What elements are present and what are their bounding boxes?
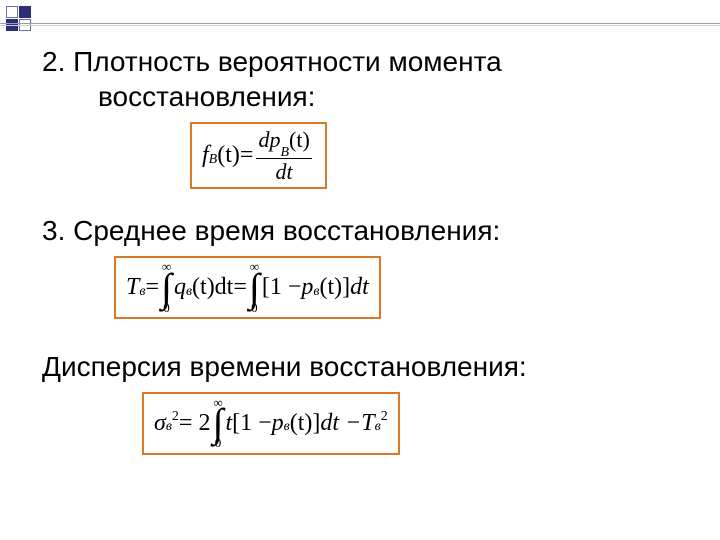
formula-2: Tв = ∞ ∫ 0 qв(t)dt = ∞ ∫ 0 [1 − pв(t)]dt [126,262,369,313]
integral-3: ∞ ∫ 0 [212,398,223,449]
dt-2: dt [350,274,369,301]
br-close-2: ] [342,274,350,301]
t-sym-3: t [225,410,232,437]
one-minus-3: 1 − [240,410,272,437]
sigma-sup: 2 [172,409,179,425]
one-minus-2: 1 − [270,274,302,301]
section-3-heading: 3. Среднее время восстановления: [42,213,690,248]
deco-square-filled [19,6,31,18]
formula-box-1: fB(t) = dpB(t) dt [190,122,327,189]
T-sym-3: T [361,410,374,437]
p-arg-2: (t) [320,274,343,301]
sigma-sym: σ [154,410,166,437]
corner-decoration [6,6,31,31]
T-sup-3: 2 [381,409,388,425]
br-close-3: ] [312,410,320,437]
int-bot-3: 0 [215,438,222,448]
formula-3: σв2 = 2 ∞ ∫ 0 t [1 − pв(t)]dt − Tв2 [154,398,388,449]
section-2-title-line1: Плотность вероятности момента [73,46,502,77]
section-2-heading: 2. Плотность вероятности момента восстан… [42,44,690,114]
deco-square [6,6,18,18]
section-4-heading: Дисперсия времени восстановления: [42,349,690,384]
q-sym: q [174,274,186,301]
q-sub: в [186,284,192,300]
eq-2b: = [233,274,247,301]
frac-top-arg: (t) [289,127,310,152]
p-sub-3: в [284,419,290,435]
frac-top-dp: dp [258,127,280,152]
T-sym: T [126,274,139,301]
section-4-title: Дисперсия времени восстановления: [42,351,527,382]
header-rule-light [0,25,720,26]
br-open-2: [ [262,274,270,301]
formula-box-2: Tв = ∞ ∫ 0 qв(t)dt = ∞ ∫ 0 [1 − pв(t)]dt [114,256,381,319]
p-sub-2: в [313,284,319,300]
fraction-1: dpB(t) dt [256,128,311,183]
int-bot-2b: 0 [251,303,258,313]
section-3-number: 3. [42,215,65,246]
T-sub: в [139,284,145,300]
dt-3: dt − [320,410,361,437]
f-sub: B [209,152,218,168]
frac-bot: dt [274,160,295,183]
f-arg: (t) [217,142,240,169]
section-3-title: Среднее время восстановления: [73,215,500,246]
section-2-title-line2: восстановления: [42,79,690,114]
f-symbol: f [202,142,209,169]
formula-box-3: σв2 = 2 ∞ ∫ 0 t [1 − pв(t)]dt − Tв2 [142,392,400,455]
br-open-3: [ [232,410,240,437]
integral-2b: ∞ ∫ 0 [249,262,260,313]
slide-content: 2. Плотность вероятности момента восстан… [42,44,690,469]
section-2-number: 2. [42,46,65,77]
header-rule [0,23,720,24]
eq-1: = [240,142,254,169]
eq-3: = 2 [179,410,211,437]
p-sym-3: p [272,410,284,437]
frac-top-sub: B [280,145,289,160]
p-arg-3: (t) [290,410,313,437]
q-arg: (t)dt [192,274,233,301]
formula-1: fB(t) = dpB(t) dt [202,128,315,183]
int-bot-2a: 0 [163,303,170,313]
integral-2a: ∞ ∫ 0 [161,262,172,313]
p-sym-2: p [301,274,313,301]
eq-2a: = [145,274,159,301]
